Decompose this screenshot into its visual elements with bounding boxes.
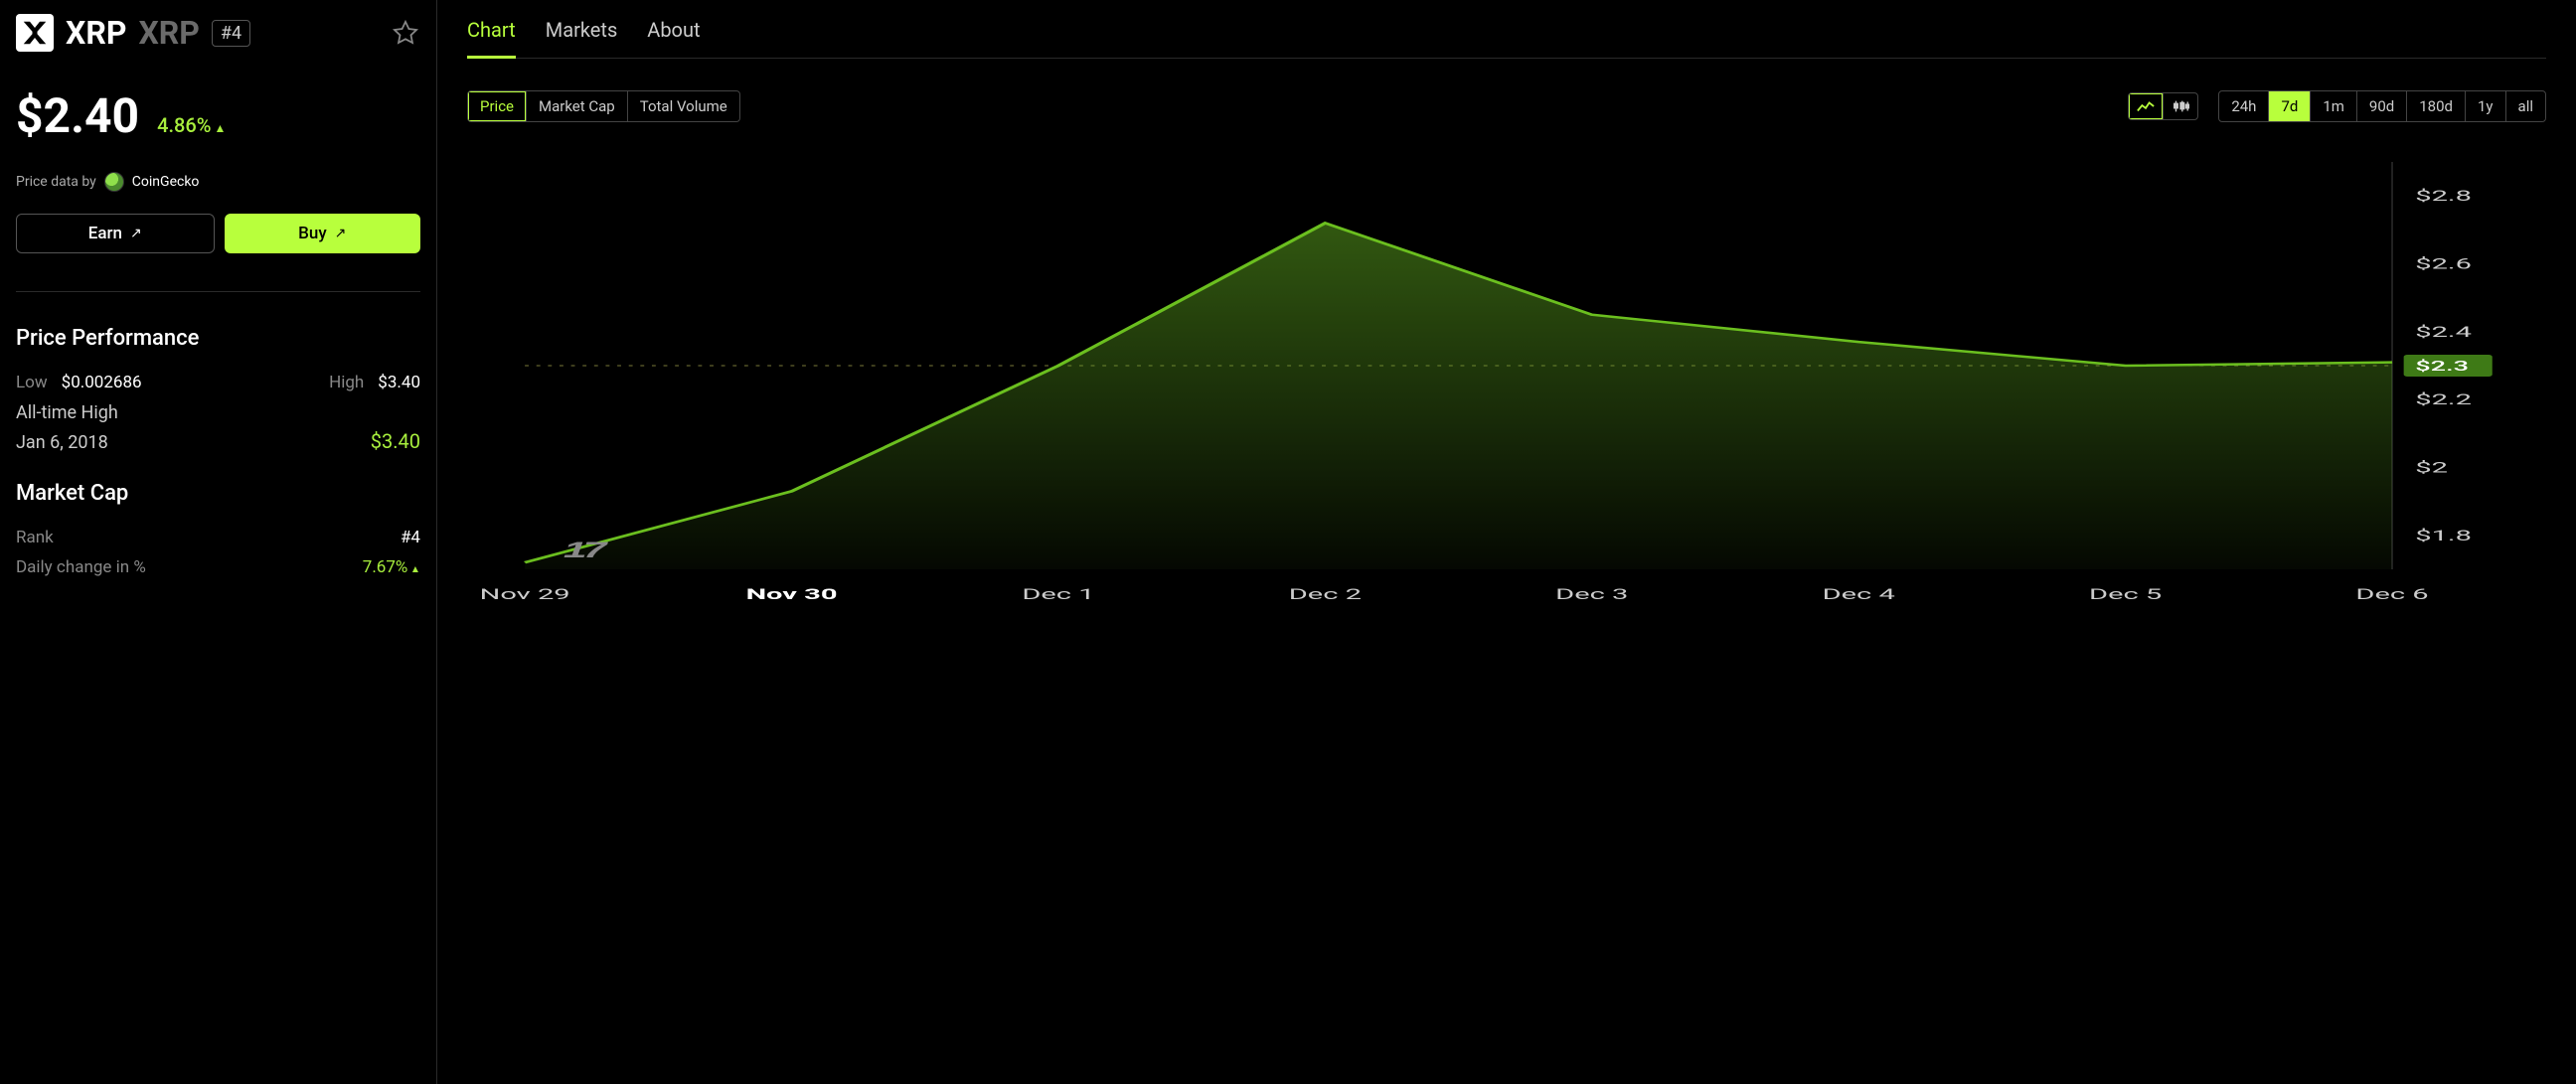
rank-value: #4 — [401, 528, 420, 547]
daily-change-row: Daily change in % 7.67% — [16, 557, 420, 577]
ath-value: $3.40 — [371, 429, 420, 453]
range-segment: 24h7d1m90d180d1yall — [2218, 90, 2546, 122]
provider-row: Price data by CoinGecko — [16, 172, 420, 192]
svg-text:Dec 5: Dec 5 — [2089, 585, 2162, 603]
coin-name: XRP — [66, 14, 126, 52]
svg-text:Dec 2: Dec 2 — [1289, 585, 1362, 603]
range-90d[interactable]: 90d — [2357, 91, 2407, 121]
provider-prefix: Price data by — [16, 174, 96, 190]
high-label: High — [329, 373, 364, 392]
title-row: XRP XRP #4 — [16, 14, 420, 52]
favorite-button[interactable] — [391, 18, 420, 48]
tab-about[interactable]: About — [647, 18, 700, 58]
chart-type-segment — [2128, 92, 2198, 120]
metric-segment: PriceMarket CapTotal Volume — [467, 90, 740, 122]
range-all[interactable]: all — [2506, 91, 2545, 121]
coingecko-icon — [104, 172, 124, 192]
candlestick-chart-button[interactable] — [2164, 93, 2197, 119]
market-cap-title: Market Cap — [16, 481, 420, 506]
svg-text:Nov 29: Nov 29 — [480, 585, 570, 603]
rank-row: Rank #4 — [16, 528, 420, 547]
low-high-row: Low $0.002686 High $3.40 — [16, 373, 420, 392]
buy-button[interactable]: Buy ↗ — [225, 214, 421, 253]
current-price: $2.40 — [16, 87, 139, 144]
divider — [16, 291, 420, 292]
tab-chart[interactable]: Chart — [467, 18, 516, 59]
rank-badge: #4 — [212, 20, 250, 47]
rank-label: Rank — [16, 528, 54, 547]
ath-date: Jan 6, 2018 — [16, 432, 108, 453]
svg-text:$2: $2 — [2415, 459, 2448, 477]
svg-text:Dec 4: Dec 4 — [1823, 585, 1895, 603]
svg-text:Dec 6: Dec 6 — [2355, 585, 2428, 603]
svg-text:$2.8: $2.8 — [2415, 188, 2472, 206]
pct-change: 4.86% — [157, 113, 226, 137]
svg-text:17: 17 — [564, 539, 609, 563]
range-1m[interactable]: 1m — [2311, 91, 2357, 121]
external-link-icon: ↗ — [335, 226, 347, 241]
daily-change-value: 7.67% — [363, 557, 420, 577]
chart-controls: PriceMarket CapTotal Volume — [467, 90, 2546, 122]
action-buttons: Earn ↗ Buy ↗ — [16, 214, 420, 253]
candlestick-icon — [2172, 99, 2189, 113]
price-performance-title: Price Performance — [16, 326, 420, 351]
svg-text:Dec 3: Dec 3 — [1555, 585, 1628, 603]
price-chart[interactable]: $1.8 $2 $2.2 $2.4 $2.6 $2.8 $2.3 Nov 29 Nov 30 De… — [467, 152, 2546, 1084]
metric-price[interactable]: Price — [468, 91, 527, 121]
daily-change-label: Daily change in % — [16, 557, 146, 577]
sidebar: XRP XRP #4 $2.40 4.86% Price data by Coi… — [0, 0, 437, 1084]
chart-svg: $1.8 $2 $2.2 $2.4 $2.6 $2.8 $2.3 Nov 29 Nov 30 De… — [467, 152, 2546, 619]
svg-text:$2.4: $2.4 — [2415, 323, 2472, 341]
line-chart-icon — [2137, 99, 2155, 113]
price-row: $2.40 4.86% — [16, 87, 420, 144]
svg-text:$2.6: $2.6 — [2415, 255, 2472, 273]
svg-text:$2.2: $2.2 — [2415, 391, 2472, 409]
svg-text:Nov 30: Nov 30 — [746, 585, 838, 603]
high-value: $3.40 — [378, 373, 420, 392]
line-chart-button[interactable] — [2129, 93, 2164, 119]
main-tabs: Chart Markets About — [467, 0, 2546, 59]
star-icon — [392, 19, 419, 47]
tab-markets[interactable]: Markets — [546, 18, 618, 58]
buy-button-label: Buy — [298, 224, 327, 243]
provider-name: CoinGecko — [132, 174, 200, 190]
metric-total-volume[interactable]: Total Volume — [628, 91, 739, 121]
main-panel: Chart Markets About PriceMarket CapTotal V… — [437, 0, 2576, 1084]
coin-symbol: XRP — [138, 14, 199, 52]
external-link-icon: ↗ — [130, 226, 142, 241]
range-180d[interactable]: 180d — [2407, 91, 2466, 121]
ath-label: All-time High — [16, 402, 420, 423]
range-7d[interactable]: 7d — [2269, 91, 2311, 121]
low-label: Low — [16, 373, 48, 392]
svg-text:$1.8: $1.8 — [2415, 527, 2472, 544]
ath-row: Jan 6, 2018 $3.40 — [16, 429, 420, 453]
svg-text:Dec 1: Dec 1 — [1022, 585, 1094, 603]
xrp-icon — [20, 18, 50, 48]
earn-button-label: Earn — [88, 224, 122, 243]
range-1y[interactable]: 1y — [2466, 91, 2506, 121]
coin-logo — [16, 14, 54, 52]
svg-text:$2.3: $2.3 — [2415, 359, 2469, 375]
low-value: $0.002686 — [62, 373, 142, 392]
range-24h[interactable]: 24h — [2219, 91, 2269, 121]
metric-market-cap[interactable]: Market Cap — [527, 91, 628, 121]
earn-button[interactable]: Earn ↗ — [16, 214, 215, 253]
